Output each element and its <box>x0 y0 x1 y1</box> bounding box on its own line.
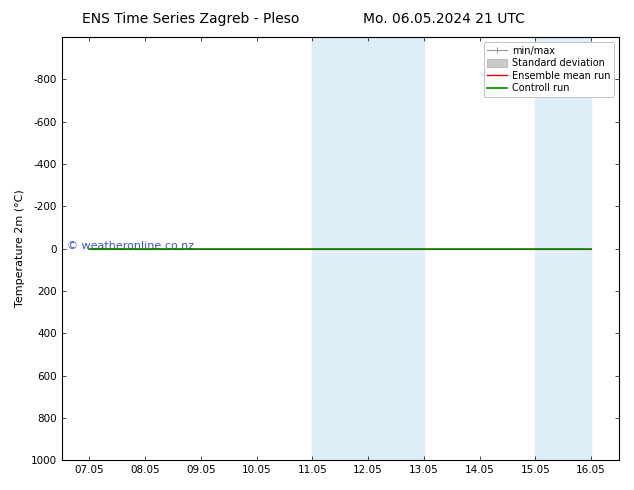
Text: Mo. 06.05.2024 21 UTC: Mo. 06.05.2024 21 UTC <box>363 12 525 26</box>
Bar <box>535 37 591 460</box>
Text: © weatheronline.co.nz: © weatheronline.co.nz <box>67 242 194 251</box>
Bar <box>313 37 424 460</box>
Y-axis label: Temperature 2m (°C): Temperature 2m (°C) <box>15 190 25 307</box>
Legend: min/max, Standard deviation, Ensemble mean run, Controll run: min/max, Standard deviation, Ensemble me… <box>484 42 614 97</box>
Text: ENS Time Series Zagreb - Pleso: ENS Time Series Zagreb - Pleso <box>82 12 299 26</box>
